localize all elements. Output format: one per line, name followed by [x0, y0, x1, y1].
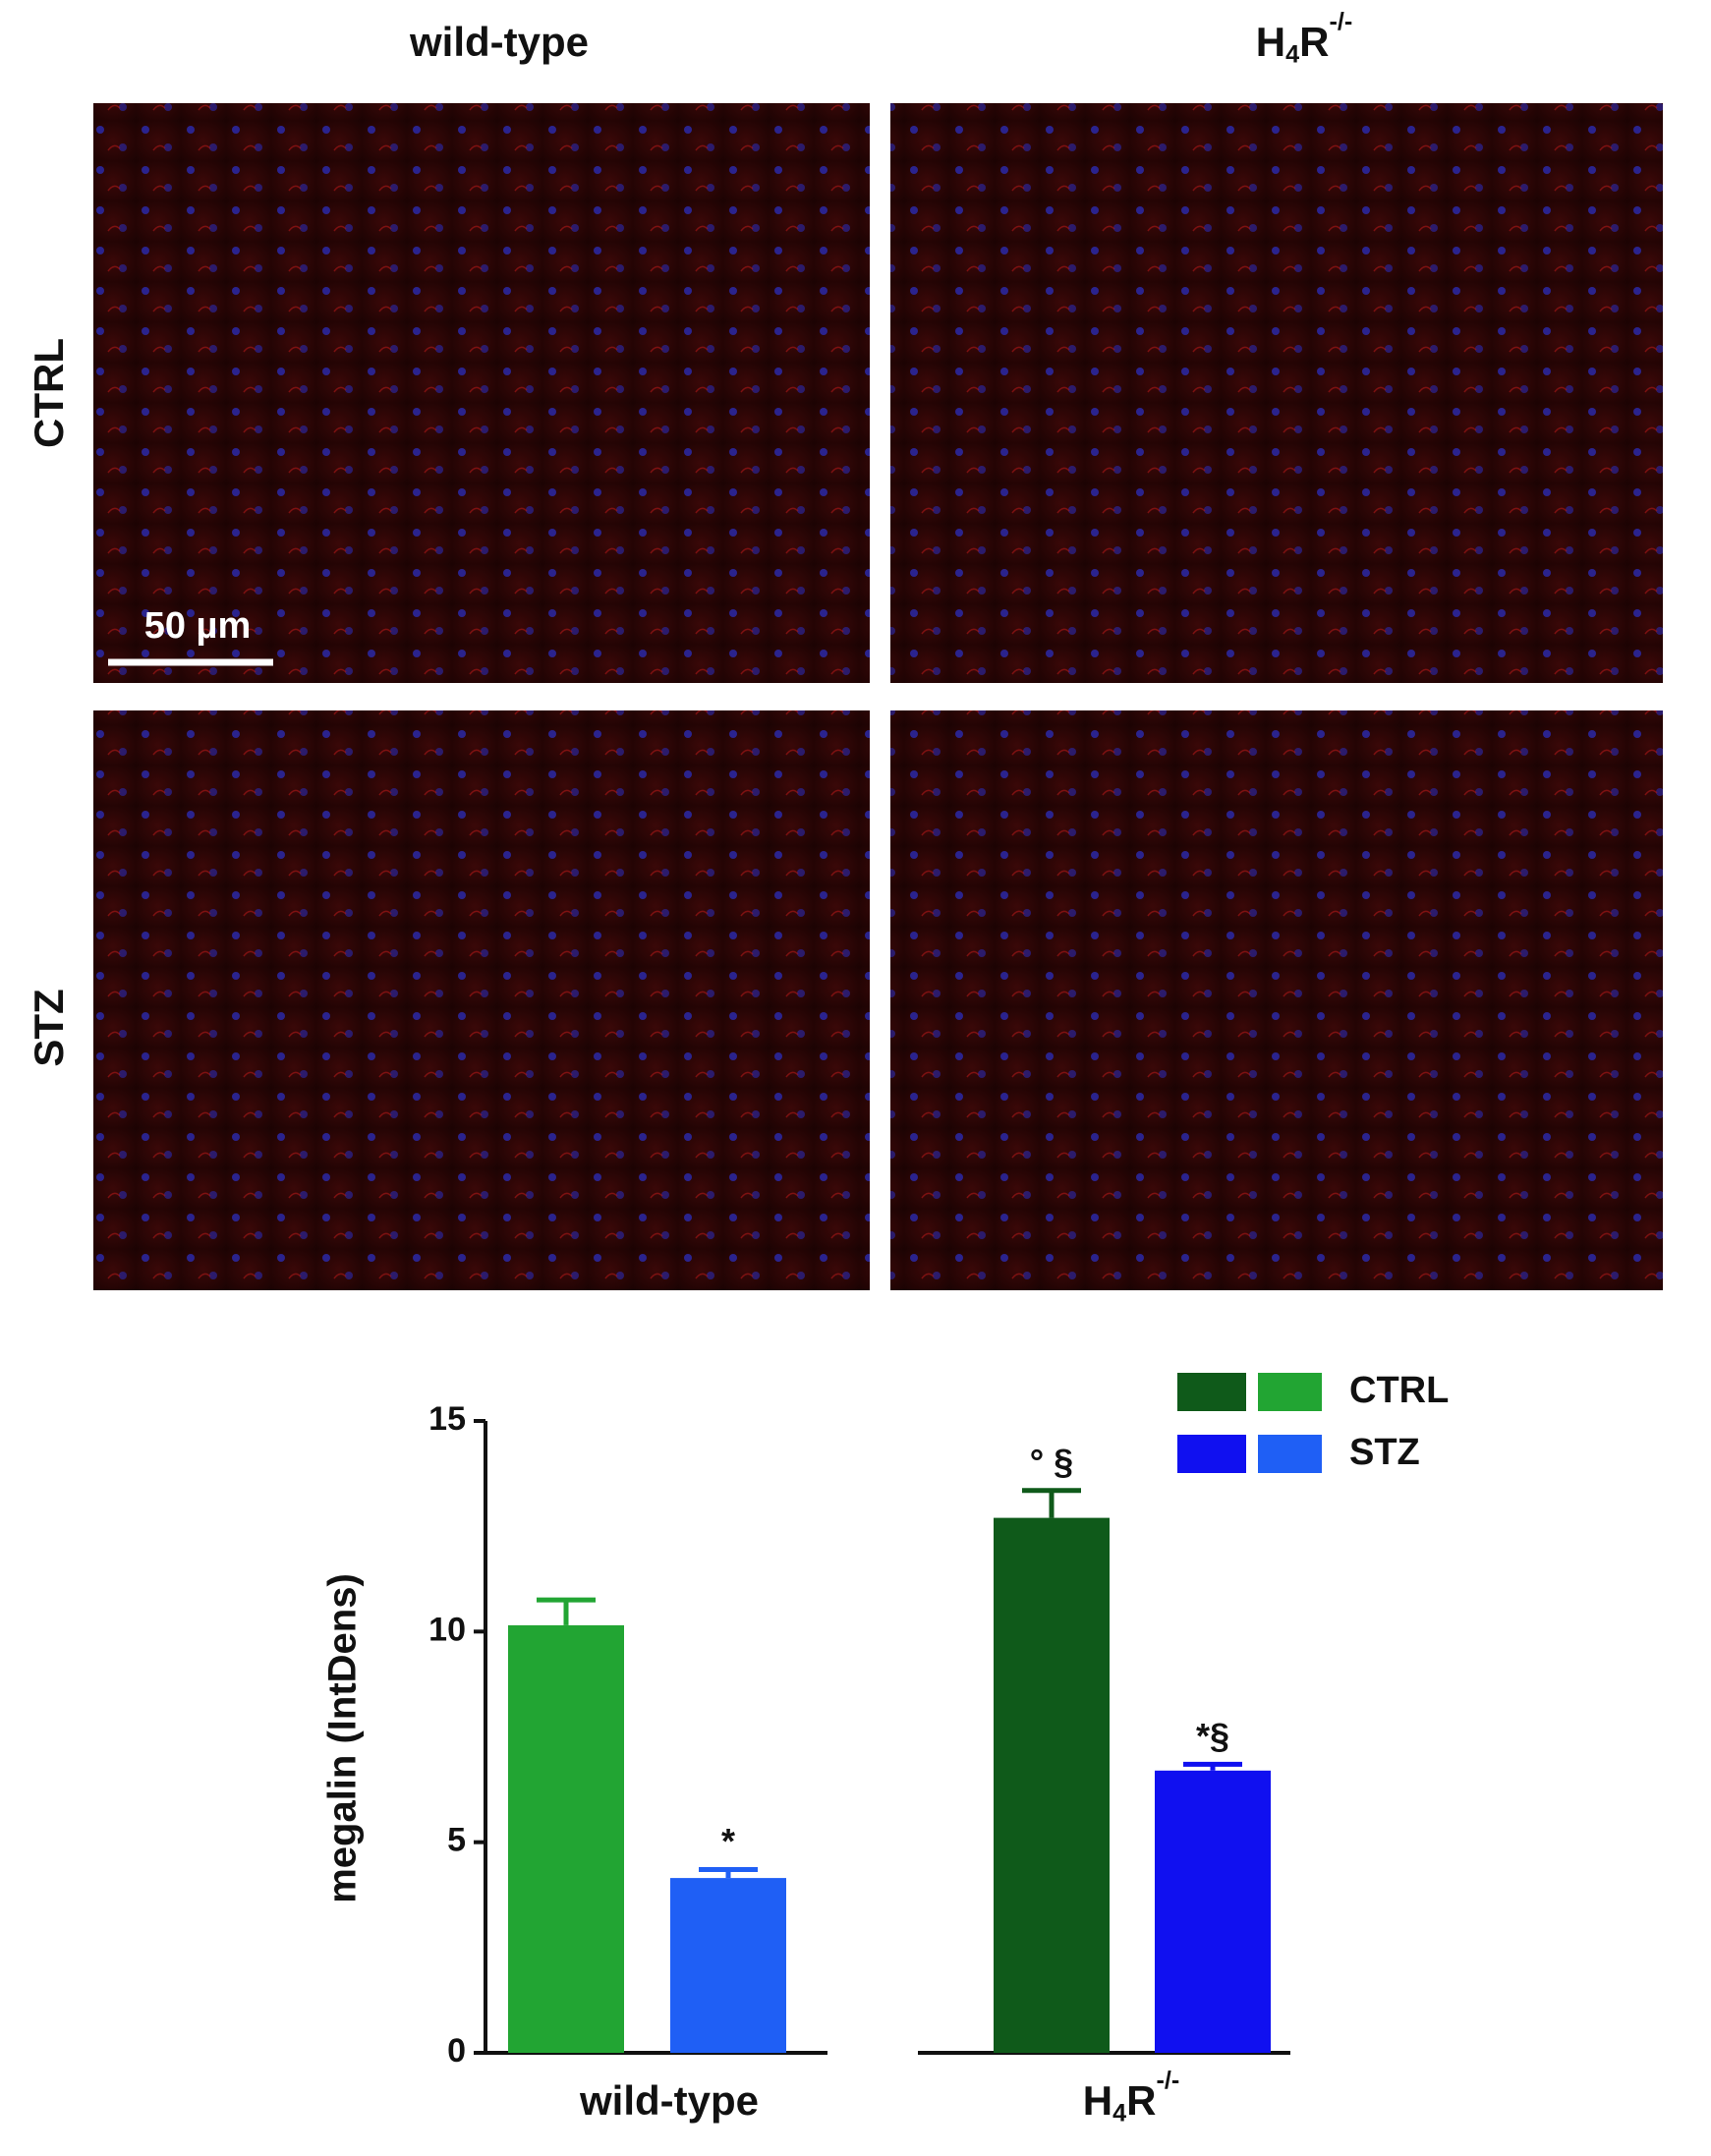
x-tick-label-part: H	[1083, 2077, 1112, 2124]
column-header-part: R	[1299, 19, 1329, 65]
bar	[1155, 1770, 1271, 2053]
error-bar	[1022, 1488, 1081, 1518]
micrograph	[93, 710, 870, 1290]
legend-label: CTRL	[1349, 1370, 1449, 1411]
significance-mark: *§	[1196, 1716, 1229, 1756]
legend-swatch	[1177, 1373, 1246, 1411]
bar	[508, 1624, 624, 2053]
x-tick-label-part: R	[1126, 2077, 1156, 2124]
micrograph	[890, 710, 1663, 1290]
legend-swatch	[1258, 1373, 1322, 1411]
legend-swatch	[1177, 1435, 1246, 1473]
x-tick-label: wild-type	[579, 2077, 759, 2124]
scale-bar-label: 50 µm	[144, 605, 252, 647]
y-tick-label: 10	[428, 1611, 466, 1648]
error-bar	[699, 1867, 758, 1879]
x-tick-label-part: 4	[1112, 2099, 1126, 2127]
column-header-part: 4	[1285, 40, 1299, 68]
column-header-part: H	[1256, 19, 1285, 65]
y-tick-label: 15	[428, 1400, 466, 1438]
error-bar	[537, 1597, 596, 1625]
significance-mark: *	[721, 1821, 735, 1861]
y-tick-label: 0	[447, 2032, 466, 2070]
column-header: H4R-/-	[1256, 8, 1352, 69]
bar	[994, 1517, 1110, 2053]
error-bar	[1183, 1761, 1242, 1771]
x-tick-label-part: -/-	[1156, 2067, 1179, 2094]
y-tick-label: 5	[447, 1822, 466, 1859]
column-header: wild-type	[409, 19, 589, 65]
y-axis-label: megalin (IntDens)	[321, 1573, 365, 1903]
micrograph	[93, 103, 870, 683]
row-label: CTRL	[26, 338, 72, 448]
legend-label: STZ	[1349, 1432, 1420, 1473]
x-tick-label: H4R-/-	[1083, 2067, 1179, 2128]
micrograph	[890, 103, 1663, 683]
significance-mark: ° §	[1030, 1442, 1073, 1482]
row-label: STZ	[26, 989, 72, 1066]
column-header-part: -/-	[1329, 8, 1352, 35]
legend-swatch	[1258, 1435, 1322, 1473]
bar	[670, 1878, 786, 2053]
